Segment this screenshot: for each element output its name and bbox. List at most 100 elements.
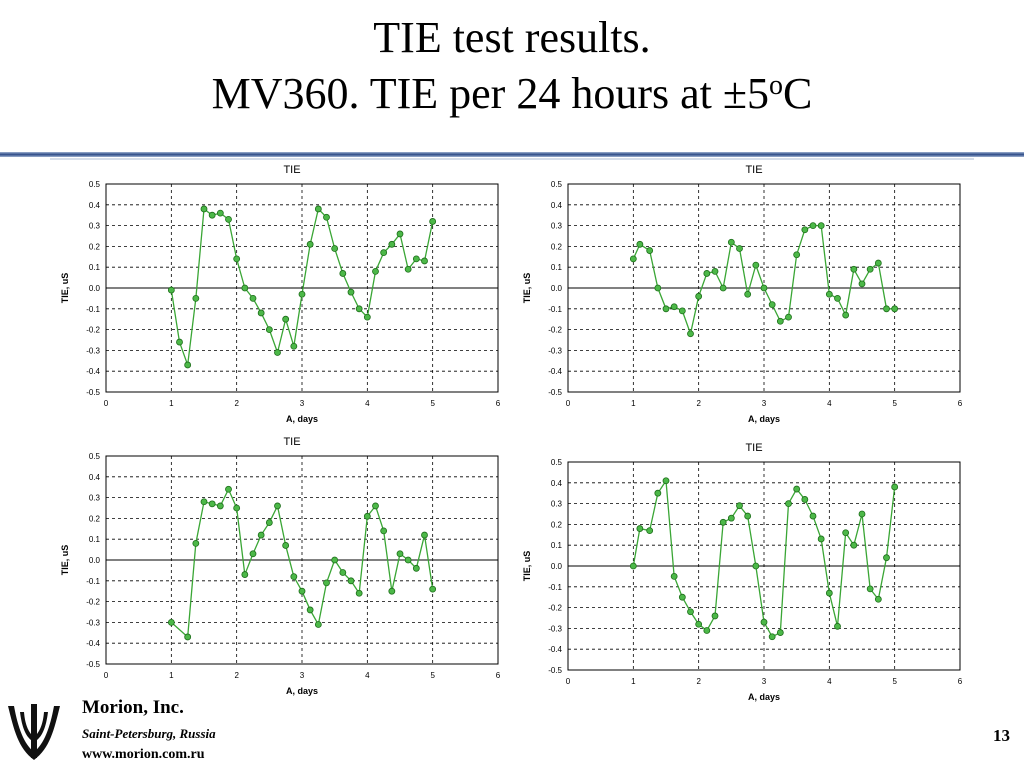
y-tick-label: -0.4 — [86, 367, 100, 376]
data-point — [192, 294, 200, 302]
x-tick-label: 3 — [300, 671, 305, 680]
page-number: 13 — [993, 726, 1010, 745]
data-point — [274, 502, 281, 510]
y-tick-label: -0.2 — [86, 598, 100, 607]
data-point — [776, 317, 784, 325]
data-point — [834, 294, 841, 302]
y-tick-label: -0.5 — [86, 660, 100, 669]
data-point — [636, 240, 644, 248]
data-point — [744, 512, 752, 520]
data-point — [184, 633, 192, 641]
data-point — [809, 222, 817, 229]
y-tick-label: 0.2 — [551, 242, 563, 251]
data-point — [225, 485, 232, 493]
data-point — [687, 330, 694, 338]
x-tick-label: 5 — [430, 671, 435, 680]
x-tick-label: 0 — [104, 399, 109, 408]
x-tick-label: 2 — [696, 677, 701, 686]
data-point — [347, 577, 355, 585]
data-point — [678, 307, 686, 315]
data-point — [678, 593, 686, 601]
data-point — [744, 290, 752, 298]
data-point — [793, 251, 801, 259]
plot-frame — [567, 183, 961, 393]
y-tick-label: 0.1 — [551, 263, 563, 272]
data-point — [646, 527, 654, 535]
y-tick-label: -0.1 — [548, 583, 562, 592]
data-point — [323, 213, 330, 221]
tie-chart-top-right: TIE -0.5 -0.4 -0.3 -0.2 -0.1 0.0 0.1 0.2 0.3 0.4 0.… — [522, 164, 963, 424]
y-tick-label: 0.2 — [89, 514, 101, 523]
y-tick-label: -0.3 — [86, 346, 100, 355]
y-tick-label: -0.5 — [548, 666, 562, 675]
data-point — [654, 284, 662, 292]
data-point — [858, 280, 866, 288]
x-axis-label: A, days — [748, 414, 780, 424]
data-point — [662, 305, 670, 313]
data-point — [809, 512, 817, 520]
data-point — [687, 608, 694, 616]
tie-chart-top-left: TIE -0.5 -0.4 -0.3 -0.2 -0.1 0.0 0.1 0.2 0.3 0.4 0.… — [60, 164, 501, 424]
data-point — [339, 270, 347, 277]
tie-chart-bottom-left: TIE -0.5 -0.4 -0.3 -0.2 -0.1 0.0 0.1 0.2 0.3 0.4 0.… — [60, 436, 501, 696]
y-axis-label: TIE, uS — [522, 273, 532, 304]
company-name: Morion, Inc. — [82, 697, 184, 718]
y-tick-label: -0.3 — [548, 624, 562, 633]
data-point — [670, 303, 678, 311]
y-tick-label: -0.2 — [548, 604, 562, 613]
x-tick-label: 5 — [892, 399, 897, 408]
x-axis-label: A, days — [286, 414, 318, 424]
data-point — [817, 535, 825, 543]
data-point — [727, 238, 735, 246]
y-tick-label: -0.2 — [86, 326, 100, 335]
x-tick-label: 0 — [104, 671, 109, 680]
data-point — [306, 240, 314, 248]
data-point — [290, 573, 298, 581]
data-point — [380, 249, 388, 257]
title-degree: o — [769, 70, 783, 101]
y-tick-label: -0.4 — [548, 645, 562, 654]
x-tick-label: 4 — [365, 399, 370, 408]
chart-title: TIE — [283, 436, 300, 448]
data-point — [850, 541, 858, 549]
data-point — [785, 500, 792, 507]
plot-frame — [105, 455, 499, 665]
data-point — [752, 562, 760, 570]
y-tick-label: -0.2 — [548, 326, 562, 335]
y-axis-label: TIE, uS — [60, 545, 70, 576]
data-point — [670, 572, 678, 580]
y-tick-label: -0.5 — [86, 388, 100, 397]
data-point — [274, 349, 281, 356]
y-tick-label: -0.1 — [86, 305, 100, 314]
data-point — [192, 539, 200, 547]
data-point — [825, 290, 833, 298]
y-tick-label: 0.0 — [89, 556, 101, 565]
y-tick-label: 0.4 — [89, 201, 101, 210]
data-point — [323, 579, 330, 587]
data-point — [874, 595, 882, 603]
y-tick-label: 0.1 — [89, 263, 101, 272]
x-tick-label: 0 — [566, 677, 571, 686]
x-tick-label: 2 — [234, 399, 239, 408]
y-axis-label: TIE, uS — [60, 273, 70, 304]
title-divider-shadow — [50, 158, 974, 160]
data-point — [331, 556, 339, 564]
x-axis-label: A, days — [286, 686, 318, 696]
x-tick-label: 1 — [169, 671, 174, 680]
data-point — [363, 313, 371, 321]
data-point — [241, 284, 249, 292]
data-point — [347, 288, 355, 296]
data-point — [216, 502, 224, 510]
x-axis-label: A, days — [748, 692, 780, 702]
y-tick-label: -0.5 — [548, 388, 562, 397]
data-point — [695, 292, 703, 300]
y-tick-label: 0.0 — [89, 284, 101, 293]
data-point — [355, 589, 363, 597]
data-point — [429, 218, 437, 225]
y-tick-label: 0.0 — [551, 284, 563, 293]
y-tick-label: 0.2 — [89, 242, 101, 251]
data-point — [282, 315, 290, 323]
data-point — [404, 556, 412, 564]
data-point — [850, 265, 858, 273]
x-tick-label: 1 — [169, 399, 174, 408]
